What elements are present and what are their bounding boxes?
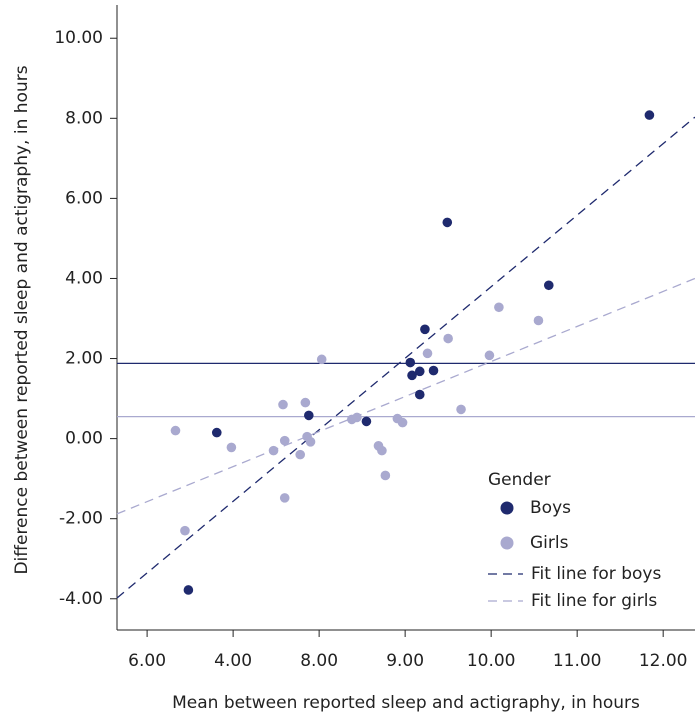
point [316,354,327,365]
point [300,397,311,408]
y-tick-label: -4.00 [59,589,103,609]
x-tick-label: 9.00 [386,651,424,671]
fit-line [116,116,695,599]
point [170,425,181,436]
x-tick-label: 11.00 [553,651,602,671]
point [295,449,306,460]
legend-label: Fit line for girls [531,591,657,611]
legend-marker [500,536,514,550]
point [533,315,544,326]
legend-label: Fit line for boys [531,564,661,584]
point [305,437,316,447]
point [414,366,425,377]
y-tick-label: 6.00 [65,188,103,208]
point [397,417,408,428]
x-axis-label: Mean between reported sleep and actigrap… [172,693,640,713]
point [644,110,655,120]
legend-title: Gender [488,470,551,490]
point [543,280,554,291]
point [361,416,372,427]
point [180,525,190,536]
x-tick-label: 8.00 [300,651,338,671]
x-tick-label: 10.00 [467,651,516,671]
y-tick-label: -2.00 [59,509,103,529]
point [407,370,417,381]
point [268,445,279,456]
point [428,365,439,376]
point [279,435,290,446]
legend-marker [500,501,514,515]
point [443,333,453,344]
point [278,399,288,410]
point [380,470,391,481]
point [456,404,466,415]
point [414,389,425,400]
point [226,442,237,453]
point [405,357,416,368]
point [422,348,433,359]
legend-label: Boys [530,498,571,518]
y-tick-label: 4.00 [65,268,103,288]
point [183,585,194,595]
point [420,324,430,335]
y-tick-label: 8.00 [65,108,103,128]
point [279,493,290,503]
point [484,350,495,361]
x-tick-label: 4.00 [214,651,252,671]
point [352,412,362,423]
y-tick-label: 0.00 [65,429,103,449]
y-tick-label: 2.00 [65,349,103,369]
y-axis-label: Difference between reported sleep and ac… [12,65,32,574]
fit-line [116,277,695,515]
x-tick-label: 12.00 [639,651,688,671]
x-tick-label: 6.00 [128,651,166,671]
point [211,427,222,438]
point [377,445,387,456]
point [442,217,453,228]
point [494,302,504,313]
legend-label: Girls [530,533,569,553]
y-tick-label: 10.00 [54,28,103,48]
point [304,410,314,421]
